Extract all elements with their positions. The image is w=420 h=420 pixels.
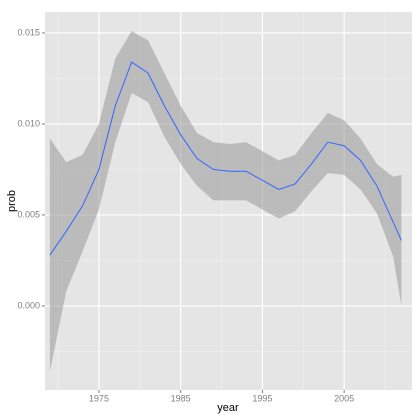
x-tick-label: 1985 — [171, 393, 191, 403]
panel — [45, 12, 412, 390]
y-tick-label: 0.005 — [17, 209, 40, 219]
x-tick-label: 2005 — [334, 393, 354, 403]
y-tick-label: 0.015 — [17, 27, 40, 37]
x-tick-label: 1975 — [89, 393, 109, 403]
y-tick-label: 0.010 — [17, 118, 40, 128]
y-tick-label: 0.000 — [17, 300, 40, 310]
x-axis-title: year — [217, 402, 239, 414]
y-axis-title: prob — [6, 190, 18, 212]
smooth-line — [49, 61, 402, 256]
x-tick-label: 1995 — [252, 393, 272, 403]
